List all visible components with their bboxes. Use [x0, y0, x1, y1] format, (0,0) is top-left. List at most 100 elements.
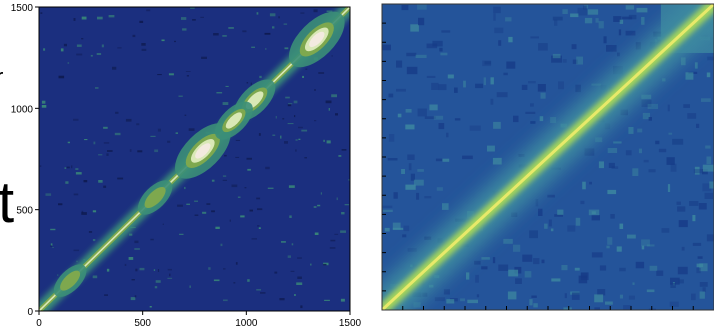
- texture-patch: [617, 52, 620, 57]
- noise-speckle: [76, 44, 82, 47]
- texture-patch: [702, 164, 714, 172]
- noise-speckle: [103, 185, 107, 188]
- contour-contact-map: 0 500 1000 1500 0 500 1000 1500: [11, 3, 362, 329]
- texture-patch: [574, 267, 580, 271]
- noise-speckle: [95, 87, 99, 89]
- texture-patch: [563, 307, 572, 310]
- texture-patch: [646, 244, 655, 247]
- texture-patch: [397, 113, 402, 118]
- texture-patch: [605, 301, 613, 305]
- noise-speckle: [101, 44, 104, 48]
- noise-speckle: [139, 20, 144, 23]
- noise-speckle: [231, 184, 238, 188]
- texture-patch: [619, 223, 624, 229]
- noise-speckle: [184, 186, 186, 190]
- noise-speckle: [97, 16, 103, 20]
- texture-patch: [577, 7, 588, 16]
- noise-speckle: [202, 211, 207, 214]
- texture-patch: [641, 239, 650, 247]
- texture-patch: [625, 150, 632, 156]
- noise-speckle: [58, 75, 65, 79]
- texture-patch: [656, 270, 664, 276]
- texture-patch: [490, 98, 494, 105]
- texture-patch: [619, 267, 626, 272]
- noise-speckle: [45, 193, 52, 196]
- texture-patch: [388, 134, 395, 142]
- noise-speckle: [150, 238, 154, 241]
- texture-patch: [417, 4, 427, 10]
- noise-speckle: [215, 226, 220, 229]
- noise-speckle: [302, 75, 304, 78]
- noise-speckle: [228, 27, 234, 29]
- texture-patch: [623, 305, 632, 310]
- texture-patch: [481, 266, 488, 270]
- texture-patch: [435, 158, 443, 162]
- noise-speckle: [76, 260, 78, 263]
- cropped-glyph-t: t: [0, 170, 14, 235]
- texture-patch: [413, 179, 424, 186]
- noise-speckle: [182, 28, 187, 31]
- noise-speckle: [313, 206, 317, 208]
- texture-patch: [696, 123, 700, 128]
- texture-patch: [706, 156, 712, 165]
- noise-speckle: [167, 140, 171, 143]
- texture-patch: [406, 52, 417, 57]
- noise-speckle: [71, 165, 73, 169]
- texture-patch: [670, 283, 676, 288]
- noise-speckle: [294, 294, 296, 296]
- texture-patch: [655, 140, 660, 145]
- noise-speckle: [73, 249, 80, 252]
- x-tick-label: 1500: [339, 318, 362, 329]
- noise-speckle: [267, 187, 274, 189]
- texture-patch: [460, 298, 465, 302]
- texture-patch: [616, 246, 622, 252]
- noise-speckle: [200, 16, 204, 18]
- texture-patch: [648, 117, 652, 121]
- texture-patch: [580, 272, 588, 278]
- noise-speckle: [328, 108, 330, 111]
- noise-speckle: [340, 230, 346, 233]
- texture-patch: [613, 16, 622, 22]
- noise-speckle: [249, 209, 253, 212]
- texture-patch: [594, 307, 600, 310]
- noise-speckle: [340, 298, 345, 302]
- noise-speckle: [265, 48, 267, 50]
- noise-speckle: [43, 48, 46, 51]
- noise-speckle: [103, 126, 108, 129]
- noise-speckle: [149, 306, 152, 308]
- noise-speckle: [274, 271, 278, 274]
- noise-speckle: [93, 141, 96, 145]
- texture-patch: [417, 169, 424, 172]
- texture-patch: [694, 62, 698, 69]
- noise-speckle: [157, 269, 160, 272]
- texture-patch: [498, 264, 509, 271]
- texture-patch: [490, 77, 494, 85]
- noise-speckle: [283, 23, 288, 25]
- noise-speckle: [125, 118, 132, 122]
- texture-patch: [691, 293, 696, 301]
- noise-speckle: [179, 233, 184, 235]
- texture-patch: [641, 17, 645, 25]
- texture-patch: [529, 299, 533, 306]
- noise-speckle: [287, 255, 291, 258]
- texture-patch: [538, 208, 543, 216]
- cropped-mark-top: r: [0, 64, 3, 89]
- noise-speckle: [162, 223, 164, 225]
- texture-patch: [637, 128, 643, 133]
- noise-speckle: [298, 126, 303, 129]
- noise-speckle: [264, 32, 271, 35]
- noise-speckle: [57, 274, 59, 276]
- noise-speckle: [81, 210, 84, 214]
- texture-patch: [424, 236, 432, 240]
- hotspot: [53, 264, 87, 297]
- noise-speckle: [132, 34, 136, 38]
- noise-speckle: [141, 48, 147, 51]
- texture-patch: [407, 248, 417, 252]
- noise-speckle: [206, 203, 211, 205]
- texture-patch: [677, 206, 686, 212]
- noise-speckle: [186, 203, 190, 205]
- noise-speckle: [211, 179, 215, 182]
- texture-patch: [396, 88, 406, 92]
- texture-patch: [607, 237, 613, 245]
- noise-speckle: [237, 196, 241, 198]
